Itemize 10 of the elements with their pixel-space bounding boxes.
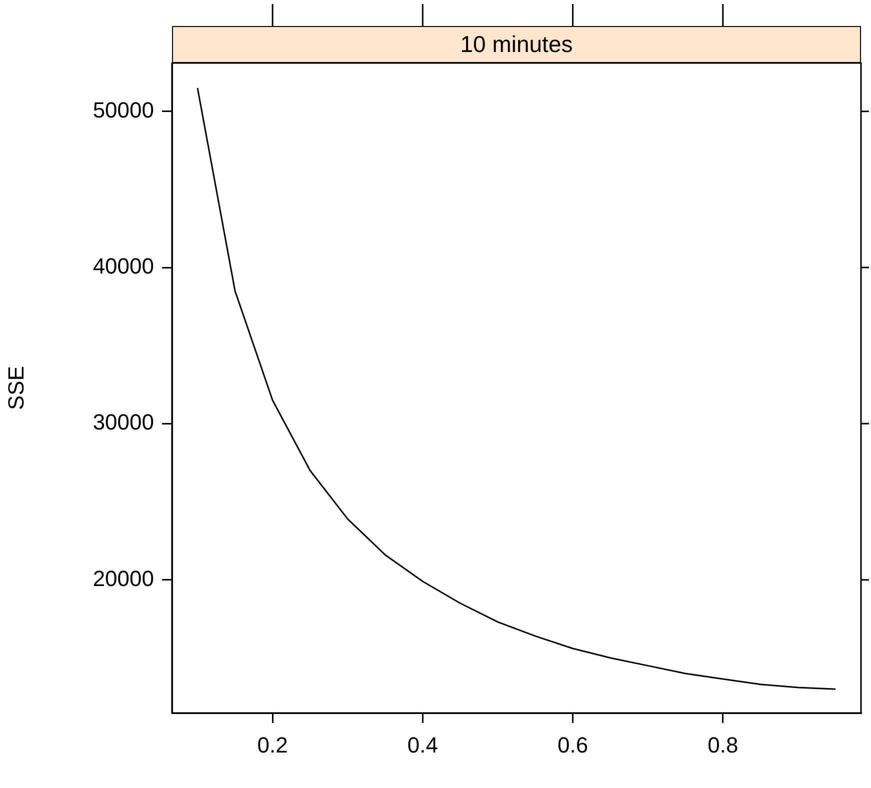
y-tick-label: 30000 xyxy=(92,410,154,435)
x-tick-label: 0.8 xyxy=(708,732,738,758)
y-tick-label: 40000 xyxy=(92,254,154,279)
y-axis-title: SSE xyxy=(3,366,28,410)
chart-title: 10 minutes xyxy=(172,26,861,63)
y-tick-label: 50000 xyxy=(92,97,154,122)
x-tick-label: 0.4 xyxy=(407,732,438,758)
x-tick-label: 0.2 xyxy=(257,732,288,758)
y-tick-label: 20000 xyxy=(92,566,154,591)
x-tick-label: 0.6 xyxy=(557,732,588,758)
